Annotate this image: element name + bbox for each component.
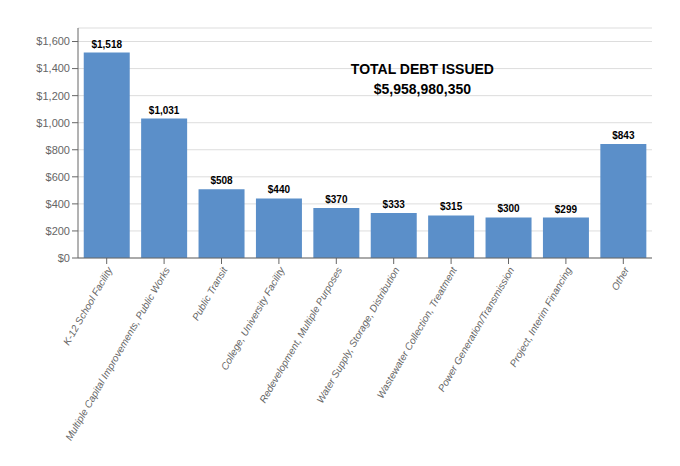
svg-text:$1,400: $1,400 — [36, 62, 70, 74]
svg-text:College, University Facility: College, University Facility — [219, 264, 288, 372]
svg-text:$0: $0 — [58, 252, 70, 264]
svg-text:$440: $440 — [268, 184, 291, 195]
svg-text:$508: $508 — [210, 175, 233, 186]
svg-text:$315: $315 — [440, 201, 463, 212]
svg-text:$370: $370 — [325, 194, 348, 205]
svg-text:Other: Other — [609, 264, 631, 292]
svg-text:$800: $800 — [46, 144, 70, 156]
svg-text:$1,518: $1,518 — [91, 39, 122, 50]
svg-text:Project, Interim Financing: Project, Interim Financing — [508, 265, 574, 369]
svg-text:$1,600: $1,600 — [36, 35, 70, 47]
svg-text:Power Generation/Transmission: Power Generation/Transmission — [436, 265, 517, 394]
svg-text:$333: $333 — [383, 199, 406, 210]
svg-text:Water Supply, Storage, Distrib: Water Supply, Storage, Distribution — [314, 265, 402, 405]
svg-text:K-12 School Facility: K-12 School Facility — [61, 264, 115, 347]
svg-text:$1,200: $1,200 — [36, 90, 70, 102]
svg-text:Multiple Capital Improvements,: Multiple Capital Improvements, Public Wo… — [63, 265, 172, 442]
svg-text:$1,000: $1,000 — [36, 117, 70, 129]
html-text:TOTAL DEBT ISSUED: TOTAL DEBT ISSUED — [350, 60, 494, 77]
svg-text:Redevelopment, Multiple Purpos: Redevelopment, Multiple Purposes — [257, 265, 345, 405]
svg-text:Public Transit: Public Transit — [190, 264, 230, 322]
svg-text:$600: $600 — [46, 171, 70, 183]
svg-text:$1,031: $1,031 — [149, 105, 180, 116]
svg-text:$843: $843 — [612, 130, 635, 141]
svg-text:$299: $299 — [555, 204, 578, 215]
svg-text:$300: $300 — [497, 203, 520, 214]
html-text:$5,958,980,350: $5,958,980,350 — [373, 80, 471, 97]
svg-text:$200: $200 — [46, 225, 70, 237]
svg-text:$400: $400 — [46, 198, 70, 210]
svg-text:Wastewater Collection, Treatme: Wastewater Collection, Treatment — [374, 265, 459, 401]
